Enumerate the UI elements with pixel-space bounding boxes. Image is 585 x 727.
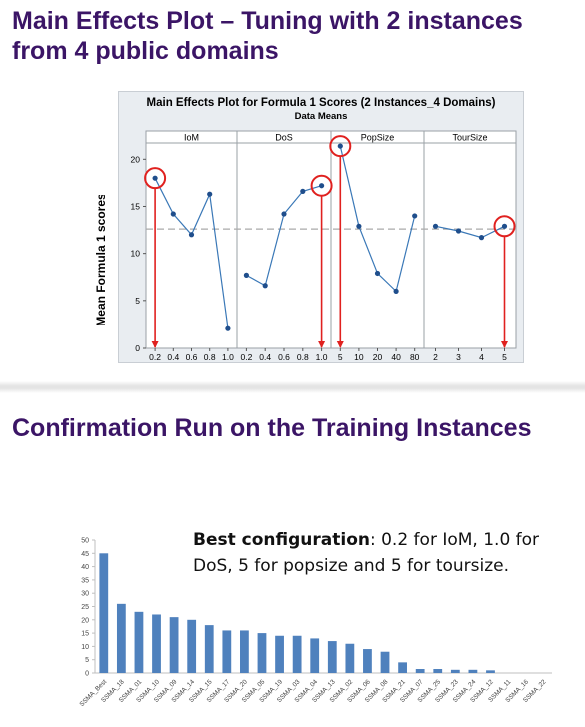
- bar: [415, 669, 425, 673]
- bar: [433, 669, 443, 673]
- data-point: [188, 232, 195, 238]
- x-tick-label: 0.6: [186, 352, 198, 362]
- y-tick-label: 5: [135, 296, 140, 306]
- data-point: [501, 223, 508, 229]
- data-point: [207, 191, 213, 197]
- bar: [486, 670, 495, 673]
- y-axis-label-text: Mean Formula 1 scores: [94, 195, 108, 325]
- main-effects-title: Main Effects Plot for Formula 1 Scores (…: [147, 97, 496, 109]
- y-tick-label: 40: [81, 564, 89, 571]
- data-point: [337, 143, 343, 149]
- x-tick-label: 0.8: [297, 352, 309, 362]
- x-tick-label: 3: [456, 352, 461, 362]
- slide-title-confirmation-run: Confirmation Run on the Training Instanc…: [12, 414, 532, 442]
- y-tick-label: 45: [81, 551, 89, 558]
- data-point: [356, 223, 362, 229]
- data-point: [300, 188, 306, 194]
- data-point: [393, 288, 399, 294]
- y-tick-label: 25: [81, 604, 89, 611]
- y-tick-label: 5: [85, 657, 89, 664]
- x-tick-label: 0.4: [167, 352, 179, 362]
- x-tick-label: 5: [502, 352, 507, 362]
- panel-label-popsize: PopSize: [361, 133, 395, 143]
- data-point: [281, 211, 287, 217]
- highlight-arrow-head: [318, 341, 326, 348]
- bar: [240, 630, 249, 673]
- x-tick-label: 0.2: [149, 352, 161, 362]
- bar: [169, 617, 179, 673]
- data-point: [374, 270, 381, 277]
- highlight-arrow-head: [501, 341, 508, 348]
- bar: [222, 630, 232, 673]
- data-point: [432, 223, 439, 229]
- y-tick-label: 30: [81, 591, 89, 598]
- bar: [134, 611, 144, 673]
- panel-label-iom: IoM: [184, 133, 199, 143]
- y-tick-label: 0: [135, 343, 140, 353]
- slide-title-main-effects: Main Effects Plot – Tuning with 2 instan…: [12, 7, 523, 65]
- x-tick-label: 5: [338, 352, 343, 362]
- bar: [257, 633, 267, 673]
- best-configuration-label: Best configuration: [193, 530, 370, 550]
- y-tick-label: 15: [131, 201, 141, 211]
- panel-label-dos: DoS: [275, 133, 293, 143]
- best-configuration-text: : 0.2 for IoM, 1.0 for DoS, 5 for popsiz…: [193, 530, 540, 576]
- data-point: [152, 175, 158, 181]
- x-tick-label: 0.6: [278, 352, 290, 362]
- main-effects-subtitle: Data Means: [295, 111, 348, 122]
- y-tick-label: 35: [81, 577, 89, 584]
- x-tick-label: 1.0: [222, 352, 234, 362]
- y-tick-label: 15: [81, 631, 89, 638]
- bar: [468, 669, 478, 673]
- x-tick-label: 80: [410, 352, 420, 362]
- data-point: [478, 235, 485, 241]
- bar: [187, 619, 197, 673]
- x-tick-label: 4: [479, 352, 484, 362]
- x-tick-label: 0.4: [259, 352, 271, 362]
- best-configuration-note: Best configuration: 0.2 for IoM, 1.0 for…: [193, 527, 553, 579]
- bar: [292, 635, 302, 673]
- data-point: [225, 325, 231, 331]
- y-tick-label: 20: [131, 154, 141, 164]
- y-tick-label: 20: [81, 617, 89, 624]
- main-effects-y-axis-label: Mean Formula 1 scores: [94, 195, 108, 325]
- data-point: [412, 213, 418, 219]
- bar: [380, 651, 390, 673]
- x-tick-label: 40: [391, 352, 401, 362]
- data-point: [319, 183, 325, 189]
- confirmation-bar-chart: 05101520253035404550SSMA_BestSSMA_18SSMA…: [78, 538, 552, 708]
- main-effects-chart: Main Effects Plot for Formula 1 Scores (…: [131, 97, 517, 362]
- x-tick-label: 20: [373, 352, 383, 362]
- y-tick-label: 10: [81, 644, 89, 651]
- data-point: [262, 283, 268, 289]
- y-tick-label: 50: [81, 538, 89, 545]
- bar: [275, 635, 284, 673]
- series-line-toursize: [435, 225, 505, 239]
- bar: [310, 638, 320, 673]
- slide-divider: [0, 381, 585, 393]
- x-tick-label: 0.8: [204, 352, 216, 362]
- x-tick-label: 1.0: [316, 352, 328, 362]
- panel-label-toursize: TourSize: [452, 133, 487, 143]
- highlight-arrow-head: [151, 341, 159, 348]
- data-point: [243, 272, 249, 278]
- bar: [363, 649, 372, 673]
- highlight-arrow-head: [336, 341, 344, 348]
- y-tick-label: 10: [131, 249, 141, 259]
- x-tick-label: 0.2: [240, 352, 252, 362]
- bar: [450, 669, 460, 673]
- bar: [116, 603, 126, 673]
- bar: [99, 553, 109, 673]
- y-tick-label: 0: [85, 671, 89, 678]
- bar: [327, 641, 337, 673]
- data-point: [455, 228, 462, 234]
- x-tick-label: 2: [433, 352, 438, 362]
- bar: [204, 625, 214, 673]
- data-point: [170, 211, 176, 217]
- bar: [152, 614, 161, 673]
- x-tick-label: 10: [354, 352, 364, 362]
- bar: [398, 662, 407, 673]
- bar: [345, 643, 355, 673]
